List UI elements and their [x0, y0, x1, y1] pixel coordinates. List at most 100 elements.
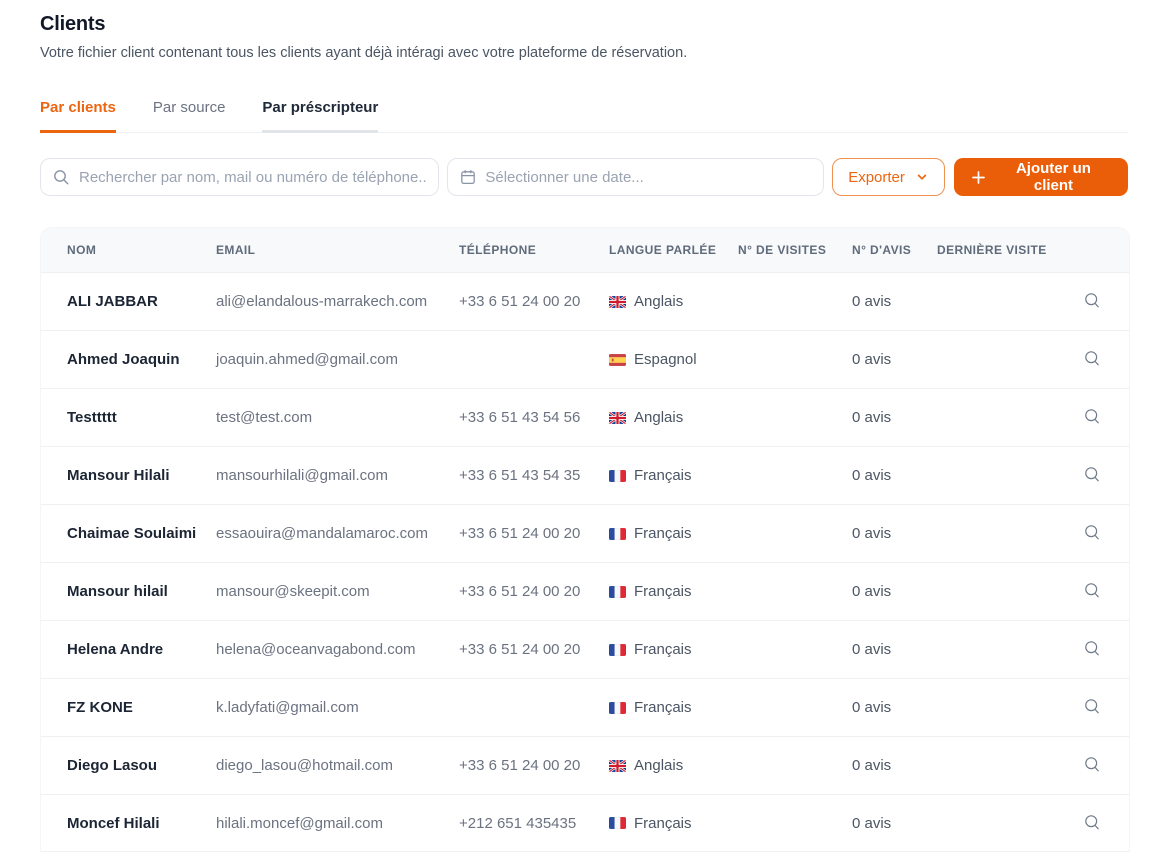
- row-search-button[interactable]: [1082, 754, 1103, 775]
- row-actions: [1082, 678, 1129, 736]
- plus-icon: [971, 170, 986, 185]
- client-language: Anglais: [609, 736, 738, 794]
- client-last-visit: [937, 736, 1082, 794]
- client-review-count: 0 avis: [852, 794, 937, 852]
- client-name: Diego Lasou: [41, 736, 216, 794]
- search-icon: [1084, 582, 1101, 599]
- row-search-button[interactable]: [1082, 348, 1103, 369]
- table-row: Ahmed Joaquin joaquin.ahmed@gmail.com Es…: [41, 330, 1129, 388]
- calendar-icon: [460, 169, 476, 185]
- client-email: k.ladyfati@gmail.com: [216, 678, 459, 736]
- search-icon: [1084, 524, 1101, 541]
- client-visit-count: [738, 330, 852, 388]
- row-search-button[interactable]: [1082, 580, 1103, 601]
- client-language-label: Français: [634, 641, 692, 658]
- table-row: ALI JABBAR ali@elandalous-marrakech.com …: [41, 272, 1129, 330]
- client-review-count: 0 avis: [852, 562, 937, 620]
- client-last-visit: [937, 794, 1082, 852]
- row-search-button[interactable]: [1082, 290, 1103, 311]
- client-review-count: 0 avis: [852, 504, 937, 562]
- client-name: Mansour hilail: [41, 562, 216, 620]
- client-language-label: Anglais: [634, 757, 684, 774]
- row-actions: [1082, 620, 1129, 678]
- client-visit-count: [738, 446, 852, 504]
- client-name: Mansour Hilali: [41, 446, 216, 504]
- client-visit-count: [738, 678, 852, 736]
- row-search-button[interactable]: [1082, 638, 1103, 659]
- row-actions: [1082, 504, 1129, 562]
- client-phone: +33 6 51 24 00 20: [459, 736, 609, 794]
- fr-flag-icon: [609, 527, 626, 540]
- client-visit-count: [738, 736, 852, 794]
- client-email: mansour@skeepit.com: [216, 562, 459, 620]
- client-language: Français: [609, 504, 738, 562]
- client-last-visit: [937, 330, 1082, 388]
- client-visit-count: [738, 620, 852, 678]
- client-phone: +33 6 51 43 54 35: [459, 446, 609, 504]
- client-language-label: Français: [634, 525, 692, 542]
- client-review-count: 0 avis: [852, 678, 937, 736]
- table-row: Mansour hilail mansour@skeepit.com +33 6…: [41, 562, 1129, 620]
- column-header: TÉLÉPHONE: [459, 228, 609, 272]
- column-header: EMAIL: [216, 228, 459, 272]
- date-field-container: [447, 158, 825, 196]
- search-icon: [1084, 756, 1101, 773]
- tab-par-source[interactable]: Par source: [152, 99, 226, 116]
- client-language: Français: [609, 620, 738, 678]
- search-icon: [1084, 466, 1101, 483]
- row-actions: [1082, 794, 1129, 852]
- client-phone: +212 651 435435: [459, 794, 609, 852]
- row-actions: [1082, 388, 1129, 446]
- table-row: Moncef Hilali hilali.moncef@gmail.com +2…: [41, 794, 1129, 852]
- client-visit-count: [738, 272, 852, 330]
- export-button-label: Exporter: [848, 168, 905, 186]
- export-button[interactable]: Exporter: [832, 158, 945, 196]
- client-review-count: 0 avis: [852, 388, 937, 446]
- clients-table-card: NOM EMAIL TÉLÉPHONE LANGUE PARLÉE N° DE VISI…: [40, 227, 1130, 852]
- table-row: Helena Andre helena@oceanvagabond.com +3…: [41, 620, 1129, 678]
- search-input[interactable]: [79, 168, 427, 186]
- row-actions: [1082, 272, 1129, 330]
- row-search-button[interactable]: [1082, 522, 1103, 543]
- client-visit-count: [738, 388, 852, 446]
- client-last-visit: [937, 562, 1082, 620]
- row-search-button[interactable]: [1082, 696, 1103, 717]
- clients-table: NOM EMAIL TÉLÉPHONE LANGUE PARLÉE N° DE VISI…: [41, 228, 1129, 852]
- fr-flag-icon: [609, 817, 626, 829]
- gb-flag-icon: [609, 411, 626, 424]
- row-search-button[interactable]: [1082, 464, 1103, 485]
- page-subtitle: Votre fichier client contenant tous les …: [40, 45, 688, 61]
- tab-par-clients[interactable]: Par clients: [40, 99, 116, 133]
- client-language: Anglais: [609, 272, 738, 330]
- client-visit-count: [738, 504, 852, 562]
- client-language: Français: [609, 446, 738, 504]
- client-phone: +33 6 51 43 54 56: [459, 388, 609, 446]
- search-icon: [1084, 640, 1101, 657]
- row-search-button[interactable]: [1082, 406, 1103, 427]
- client-phone: +33 6 51 24 00 20: [459, 620, 609, 678]
- client-email: test@test.com: [216, 388, 459, 446]
- row-actions: [1082, 330, 1129, 388]
- client-language-label: Anglais: [634, 409, 684, 426]
- client-language: Espagnol: [609, 330, 738, 388]
- add-client-button[interactable]: Ajouter un client: [953, 158, 1128, 196]
- client-name: Chaimae Soulaimi: [41, 504, 216, 562]
- tab-par-prescripteur[interactable]: Par préscripteur: [262, 99, 378, 133]
- toolbar: Exporter Ajouter un client: [40, 158, 1128, 196]
- client-last-visit: [937, 388, 1082, 446]
- search-icon: [1084, 814, 1101, 831]
- row-actions: [1082, 446, 1129, 504]
- fr-flag-icon: [609, 643, 626, 656]
- client-review-count: 0 avis: [852, 272, 937, 330]
- client-visit-count: [738, 562, 852, 620]
- date-input[interactable]: [485, 168, 812, 186]
- client-language: Français: [609, 794, 738, 852]
- client-language-label: Espagnol: [634, 351, 697, 368]
- client-language: Français: [609, 562, 738, 620]
- chevron-down-icon: [915, 170, 929, 184]
- gb-flag-icon: [609, 759, 626, 772]
- row-search-button[interactable]: [1082, 812, 1103, 833]
- page-title: Clients: [40, 13, 106, 35]
- client-phone: +33 6 51 24 00 20: [459, 562, 609, 620]
